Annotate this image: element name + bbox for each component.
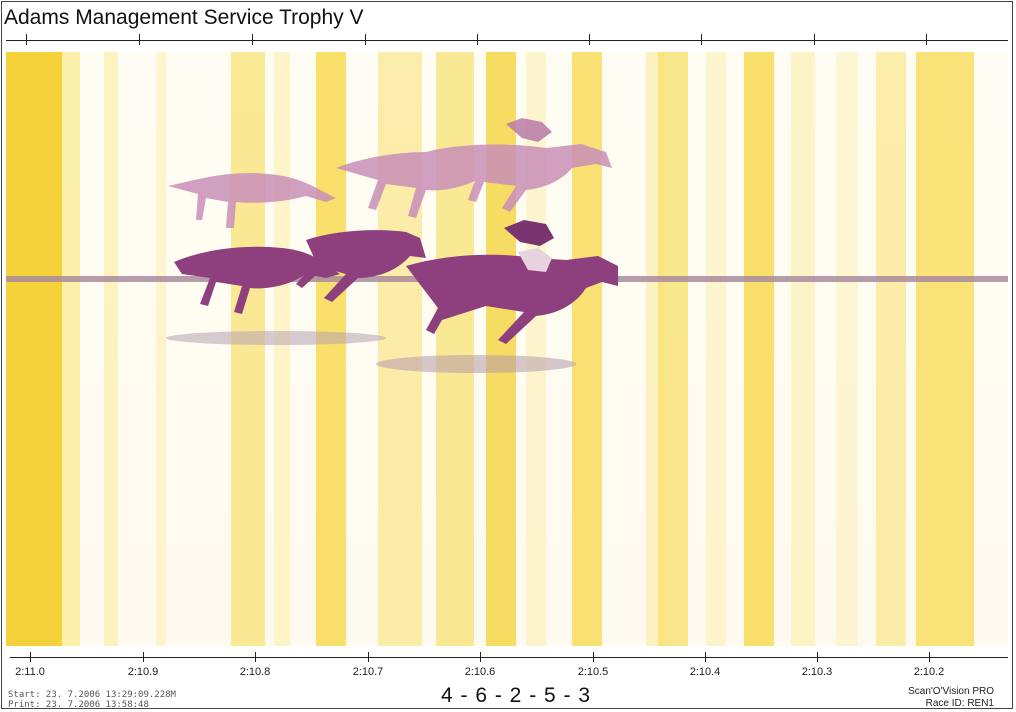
brand-block: Scan'O'Vision PRO Race ID: REN1 [908, 686, 994, 710]
bottom-tick [143, 652, 144, 662]
top-tick [139, 34, 140, 45]
top-time-axis [6, 40, 1008, 41]
scan-stripe [526, 52, 546, 646]
time-tick-label: 2:10.8 [239, 666, 271, 678]
top-tick [701, 34, 702, 45]
bottom-tick [368, 652, 369, 662]
bottom-time-axis [10, 657, 1008, 658]
time-tick-label: 2:10.3 [801, 666, 833, 678]
scan-stripe [156, 52, 166, 646]
time-tick-label: 2:11.0 [15, 666, 45, 678]
scan-stripe [316, 52, 346, 646]
brand-name: Scan'O'Vision PRO [908, 686, 994, 697]
top-tick [477, 34, 478, 45]
scan-stripe [744, 52, 774, 646]
time-tick-label: 2:10.9 [127, 666, 159, 678]
scan-stripe [104, 52, 118, 646]
bottom-tick [30, 652, 31, 662]
print-timestamp: Print: 23. 7.2006 13:58:48 [8, 700, 149, 710]
bottom-tick [705, 652, 706, 662]
time-tick-label: 2:10.5 [577, 666, 609, 678]
scan-stripe [706, 52, 726, 646]
start-timestamp: Start: 23. 7.2006 13:29:09.228M [8, 690, 176, 700]
time-tick-label: 2:10.6 [464, 666, 496, 678]
scan-stripe [836, 52, 858, 646]
top-tick [589, 34, 590, 45]
scan-stripe [6, 52, 62, 646]
time-tick-label: 2:10.4 [689, 666, 721, 678]
time-tick-label: 2:10.7 [352, 666, 384, 678]
scan-stripe [658, 52, 688, 646]
horses-illustration [166, 118, 618, 373]
scan-stripe [62, 52, 80, 646]
scan-stripe [378, 52, 422, 646]
race-title: Adams Management Service Trophy V [4, 6, 364, 29]
photo-finish-image [6, 52, 1008, 646]
race-id: Race ID: REN1 [925, 698, 994, 709]
time-tick-label: 2:10.2 [913, 666, 945, 678]
scan-stripe [791, 52, 815, 646]
top-tick [814, 34, 815, 45]
scan-stripe [876, 52, 906, 646]
bottom-tick [480, 652, 481, 662]
scan-stripe [231, 52, 265, 646]
top-tick [26, 34, 27, 45]
finish-order: 4 - 6 - 2 - 5 - 3 [441, 684, 592, 707]
bottom-tick [929, 652, 930, 662]
top-tick [926, 34, 927, 45]
top-tick [252, 34, 253, 45]
scan-stripe [916, 52, 974, 646]
bottom-tick [593, 652, 594, 662]
top-tick [365, 34, 366, 45]
bottom-tick [817, 652, 818, 662]
bottom-tick [255, 652, 256, 662]
